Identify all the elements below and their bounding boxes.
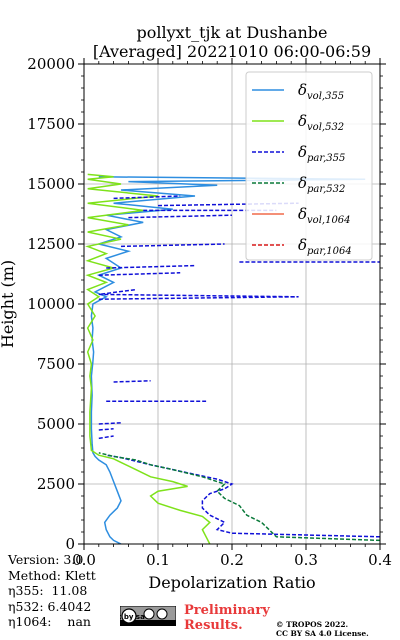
y-tick-label: 12500 [27,235,75,253]
y-tick-label: 5000 [37,415,75,433]
cc-badge-text: cc by sa [120,613,145,621]
version-text: Version: 3.0 [8,552,84,567]
y-tick-label: 17500 [27,115,75,133]
x-tick-label: 0.3 [294,551,318,569]
preliminary-note: Preliminary Results. [184,603,270,633]
series-line-par-532 [98,452,380,542]
copyright-line2: CC BY SA 4.0 License. [276,629,369,638]
series-line-vol-532 [85,173,211,544]
x-tick-label: 0.2 [220,551,244,569]
eta532-text: η532: 6.4042 [8,598,92,614]
y-tick-labels: 0 2500 5000 7500 10000 12500 15000 17500 20000 [27,55,75,553]
y-tick-label: 0 [65,535,75,553]
y-tick-label: 20000 [27,55,75,73]
x-tick-labels: 0.0 0.1 0.2 0.3 0.4 [72,551,392,569]
chart-title: pollyxt_tjk at Dushanbe [136,23,327,42]
y-tick-label: 7500 [37,355,75,373]
legend-box [245,71,373,261]
legend-entry: δpar,1064 [298,236,352,257]
series-line-vol-355 [90,176,366,544]
legend: δvol,355 δvol,532 δpar,355 δpar,532 δvol,106… [245,71,373,261]
x-tick-label: 0.0 [72,551,96,569]
axis-ticks [78,58,386,550]
copyright-line1: © TROPOS 2022. [276,620,349,629]
series-layer [85,173,380,544]
legend-entry: δvol,532 [298,112,344,133]
preliminary-line1: Preliminary [184,603,270,618]
method-text: Method: Klett [8,567,96,583]
cc-license-icon: cc by sa [120,606,176,626]
eta355-text: η355: 11.08 [8,583,88,598]
y-tick-label: 10000 [27,295,75,313]
series-line-par-355 [98,195,380,538]
legend-entry: δpar,355 [298,143,345,164]
x-axis-label: Depolarization Ratio [148,573,315,592]
legend-entry: δpar,532 [298,174,345,195]
legend-entry: δvol,355 [298,81,344,102]
y-tick-label: 15000 [27,175,75,193]
x-tick-label: 0.1 [146,551,170,569]
eta1064-text: η1064: nan [8,614,91,629]
metadata-block: Version: 3.0 Method: Klett η355: 11.08 η… [8,552,96,630]
legend-entry: δvol,1064 [298,205,351,226]
preliminary-line2: Results. [184,618,243,633]
copyright-note: © TROPOS 2022. CC BY SA 4.0 License. [276,620,369,638]
y-axis-label: Height (m) [0,260,17,348]
y-tick-label: 2500 [37,475,75,493]
chart-subtitle: [Averaged] 20221010 06:00-06:59 [93,42,371,61]
x-tick-label: 0.4 [368,551,392,569]
